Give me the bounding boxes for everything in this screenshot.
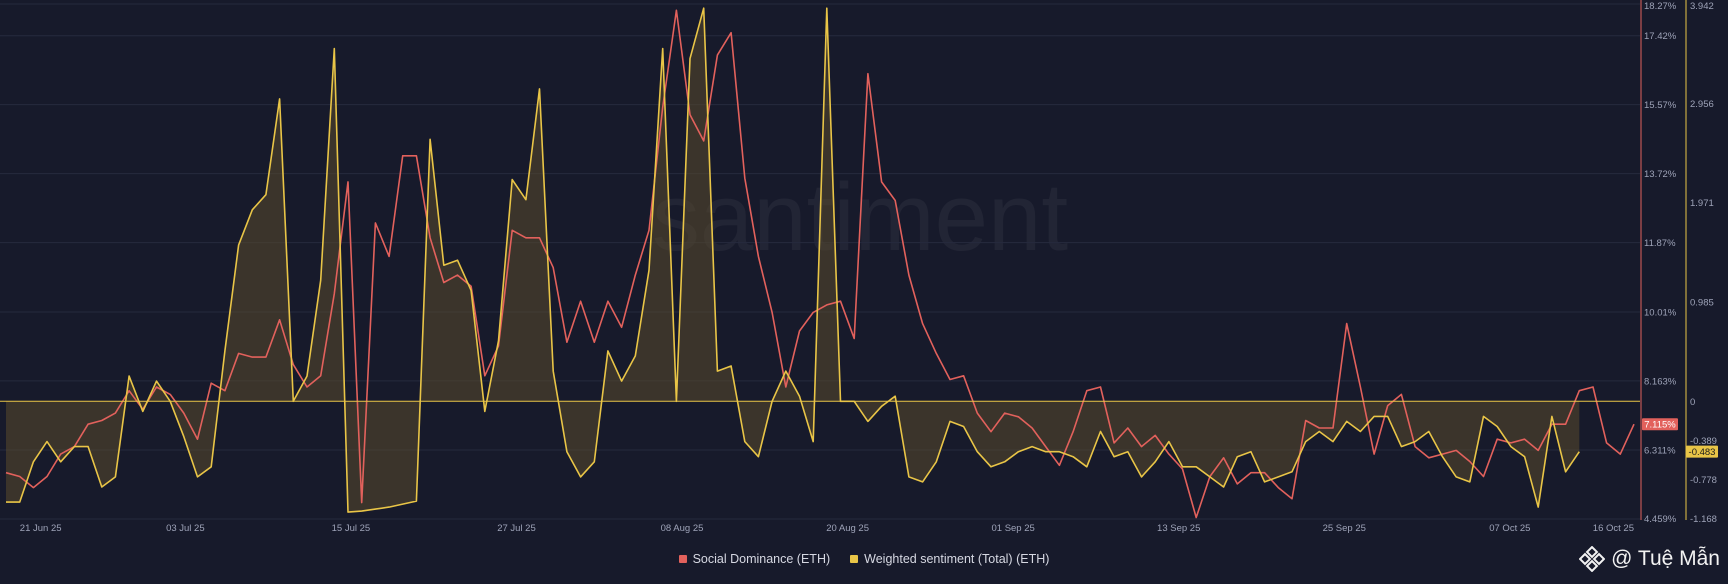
- weighted-sentiment-value-badge: [1686, 445, 1718, 458]
- outer-tick-label: 2.956: [1690, 99, 1714, 110]
- outer-tick-label: -1.168: [1690, 514, 1717, 525]
- inner-tick-label: 11.87%: [1644, 238, 1676, 249]
- x-tick-label: 27 Jul 25: [497, 523, 536, 534]
- inner-tick-label: 17.42%: [1644, 31, 1677, 42]
- value-badge-label: 7.115%: [1644, 420, 1676, 431]
- binance-logo-icon: [1579, 546, 1606, 572]
- x-tick-label: 15 Jul 25: [332, 523, 371, 534]
- x-tick-label: 08 Aug 25: [661, 523, 704, 534]
- x-tick-label: 13 Sep 25: [1157, 523, 1200, 534]
- weighted-sentiment-swatch-icon: [850, 555, 859, 563]
- x-tick-label: 01 Sep 25: [991, 523, 1034, 534]
- inner-tick-label: 13.72%: [1644, 169, 1677, 180]
- x-tick-label: 21 Jun 25: [20, 523, 62, 534]
- value-badge-label: -0.483: [1689, 447, 1716, 458]
- author-brand: @ Tuệ Mẫn: [1579, 546, 1720, 572]
- x-tick-label: 25 Sep 25: [1323, 523, 1366, 534]
- x-tick-label: 20 Aug 25: [826, 523, 869, 534]
- inner-tick-label: 18.27%: [1644, 1, 1677, 12]
- outer-tick-label: 3.942: [1690, 1, 1714, 12]
- chart-legend: Social Dominance (ETH) Weighted sentimen…: [0, 552, 1728, 566]
- weighted-sentiment-line: [6, 7, 1580, 513]
- outer-tick-label: 0.985: [1690, 298, 1714, 309]
- outer-tick-label: -0.389: [1690, 436, 1717, 447]
- axes-layer: 21 Jun 25 03 Jul 25 15 Jul 25 27 Jul 25 08 A…: [0, 0, 1718, 534]
- inner-tick-label: 15.57%: [1644, 100, 1677, 111]
- inner-tick-label: 6.311%: [1644, 445, 1676, 456]
- outer-tick-label: 1.971: [1690, 198, 1714, 209]
- legend-item-weighted-sentiment[interactable]: Weighted sentiment (Total) (ETH): [850, 552, 1049, 566]
- series-lines-layer: [5, 7, 1635, 519]
- inner-tick-label: 4.459%: [1644, 514, 1677, 525]
- legend-item-social-dominance[interactable]: Social Dominance (ETH): [678, 552, 831, 566]
- inner-tick-label: 8.163%: [1644, 376, 1677, 387]
- inner-tick-label: 10.01%: [1644, 308, 1677, 319]
- social-dominance-line: [5, 9, 1635, 519]
- legend-label-weighted-sentiment: Weighted sentiment (Total) (ETH): [864, 552, 1050, 566]
- social-dominance-swatch-icon: [678, 555, 687, 563]
- outer-tick-label: -0.778: [1690, 475, 1717, 486]
- x-tick-label: 16 Oct 25: [1593, 523, 1634, 534]
- x-tick-label: 07 Oct 25: [1489, 523, 1530, 534]
- outer-tick-label: 0: [1690, 397, 1695, 408]
- legend-label-social-dominance: Social Dominance (ETH): [692, 552, 831, 566]
- brand-text: @ Tuệ Mẫn: [1611, 547, 1720, 570]
- x-tick-label: 03 Jul 25: [166, 523, 205, 534]
- social-dominance-value-badge: [1642, 418, 1678, 431]
